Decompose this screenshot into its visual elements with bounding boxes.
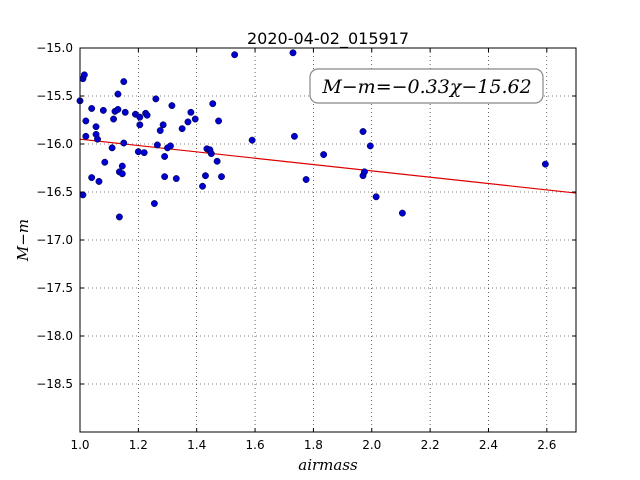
fit-line-layer bbox=[79, 138, 577, 194]
data-point bbox=[140, 149, 148, 157]
data-point bbox=[92, 123, 100, 131]
data-point bbox=[215, 117, 223, 125]
data-point bbox=[248, 136, 256, 144]
annotation-box bbox=[309, 68, 544, 104]
axis-ticks bbox=[79, 47, 576, 432]
fit-annotation: M−m=−0.33χ−15.62 bbox=[309, 68, 544, 104]
data-point bbox=[136, 113, 144, 121]
data-point bbox=[82, 132, 90, 140]
data-point bbox=[95, 177, 103, 185]
chart-title: 2020-04-02_015917 bbox=[247, 29, 409, 49]
x-tick-label: 1.0 bbox=[70, 438, 89, 452]
x-tick-label: 2.2 bbox=[421, 438, 440, 452]
data-point bbox=[209, 100, 217, 108]
data-point bbox=[94, 135, 101, 143]
data-point bbox=[120, 139, 128, 147]
data-point bbox=[178, 125, 186, 133]
data-point bbox=[153, 141, 161, 149]
x-tick-label: 1.4 bbox=[187, 438, 206, 452]
data-point bbox=[366, 142, 374, 150]
data-point bbox=[202, 172, 209, 180]
data-point bbox=[118, 162, 126, 170]
annotation-text: M−m=−0.33χ−15.62 bbox=[321, 76, 531, 98]
data-point bbox=[79, 191, 87, 199]
data-point bbox=[108, 144, 116, 152]
data-point bbox=[88, 105, 96, 112]
data-point bbox=[361, 168, 368, 176]
y-tick-label: −17.5 bbox=[36, 281, 73, 295]
data-point bbox=[184, 118, 192, 126]
x-tick-label: 1.6 bbox=[246, 438, 265, 452]
x-tick-labels: 1.0 1.2 1.4 1.6 1.8 2.0 2.2 2.4 2.6 bbox=[70, 438, 556, 452]
x-tick-label: 1.8 bbox=[304, 438, 323, 452]
x-tick-label: 2.4 bbox=[479, 438, 498, 452]
y-tick-label: −18.5 bbox=[36, 377, 73, 391]
x-axis-label: airmass bbox=[298, 456, 358, 474]
data-point bbox=[320, 151, 328, 159]
data-point bbox=[213, 157, 221, 165]
data-point bbox=[372, 193, 380, 201]
data-point bbox=[82, 117, 90, 125]
x-tick-label: 2.6 bbox=[537, 438, 556, 452]
x-tick-label: 2.0 bbox=[362, 438, 381, 452]
data-point bbox=[161, 153, 169, 160]
y-tick-label: −16.5 bbox=[36, 185, 73, 199]
data-point bbox=[161, 173, 169, 181]
data-point bbox=[159, 121, 167, 129]
y-tick-label: −15.5 bbox=[36, 89, 73, 103]
data-point bbox=[289, 49, 297, 57]
data-point bbox=[172, 175, 180, 183]
data-point bbox=[156, 127, 164, 135]
data-point bbox=[207, 150, 215, 158]
data-point bbox=[218, 173, 225, 181]
data-point bbox=[114, 90, 122, 98]
data-point bbox=[143, 111, 151, 119]
y-tick-label: −16.0 bbox=[36, 137, 73, 151]
data-point bbox=[359, 128, 367, 135]
data-point bbox=[398, 209, 406, 217]
data-point bbox=[290, 132, 298, 140]
data-points bbox=[76, 49, 549, 221]
data-point bbox=[110, 115, 118, 123]
data-point bbox=[101, 158, 109, 166]
data-point bbox=[80, 71, 88, 79]
y-tick-label: −17.0 bbox=[36, 233, 73, 247]
data-point bbox=[187, 108, 195, 116]
y-tick-label: −15.0 bbox=[36, 41, 73, 55]
fit-line bbox=[79, 138, 577, 194]
data-point bbox=[88, 174, 96, 182]
data-point bbox=[302, 176, 310, 183]
data-point bbox=[99, 106, 107, 114]
data-point bbox=[120, 78, 128, 86]
data-point bbox=[136, 121, 144, 129]
data-point bbox=[231, 51, 239, 59]
y-axis-label: M−m bbox=[14, 219, 32, 262]
data-point bbox=[150, 200, 158, 207]
data-point bbox=[121, 108, 129, 116]
data-point bbox=[199, 182, 206, 190]
data-point bbox=[168, 102, 176, 110]
y-tick-labels: −15.0 −15.5 −16.0 −16.5 −17.0 −17.5 −18.0 −18.5 bbox=[36, 41, 73, 391]
x-tick-label: 1.2 bbox=[129, 438, 148, 452]
grid-lines bbox=[80, 48, 576, 432]
data-point bbox=[115, 213, 123, 221]
data-point bbox=[152, 95, 160, 103]
data-point bbox=[114, 105, 122, 113]
data-point bbox=[118, 170, 126, 178]
y-tick-label: −18.0 bbox=[36, 329, 73, 343]
data-point bbox=[134, 148, 142, 156]
data-point bbox=[191, 115, 199, 123]
data-point bbox=[166, 142, 174, 150]
data-point bbox=[541, 160, 549, 168]
